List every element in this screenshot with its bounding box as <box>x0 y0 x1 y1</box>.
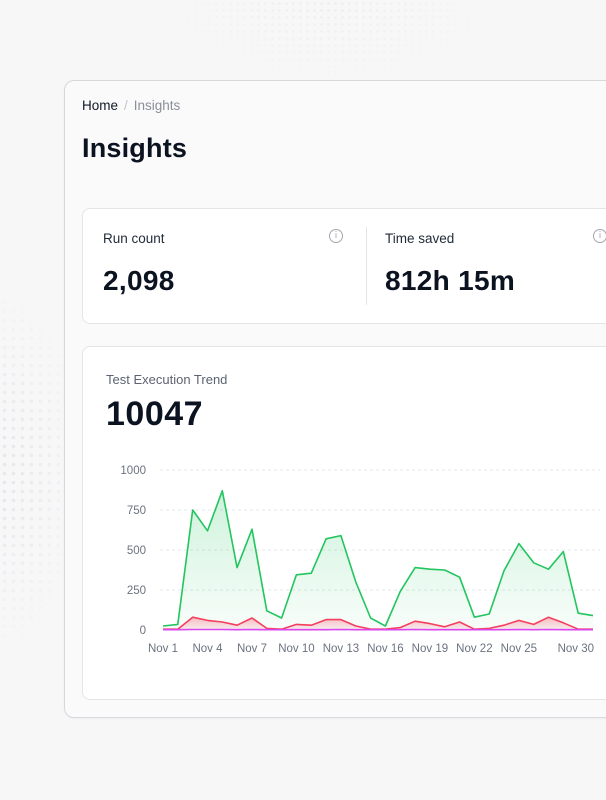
y-tick-label: 1000 <box>120 465 146 477</box>
info-circle-icon[interactable]: i <box>593 229 606 243</box>
y-tick-label: 500 <box>127 545 146 557</box>
x-tick-label: Nov 19 <box>412 643 448 655</box>
breadcrumb-separator: / <box>124 98 128 113</box>
time-saved-value: 812h 15m <box>385 265 516 296</box>
run-count-stat: Run count i 2,098 <box>103 209 353 323</box>
run-count-value: 2,098 <box>103 265 175 296</box>
run-count-label: Run count <box>103 231 165 246</box>
page-title: Insights <box>82 133 188 163</box>
trend-title: Test Execution Trend <box>106 372 228 387</box>
time-saved-stat: Time saved i 812h 15m <box>385 209 606 323</box>
x-tick-label: Nov 10 <box>278 643 314 655</box>
trend-total: 10047 <box>106 395 204 433</box>
y-tick-label: 0 <box>140 625 146 637</box>
breadcrumb-home-link[interactable]: Home <box>82 98 119 113</box>
x-tick-label: Nov 22 <box>456 643 492 655</box>
stat-divider <box>366 227 367 305</box>
background-dots-top <box>150 0 510 90</box>
time-saved-label: Time saved <box>385 231 455 246</box>
x-tick-label: Nov 1 <box>148 643 178 655</box>
y-tick-label: 250 <box>127 585 146 597</box>
x-tick-label: Nov 4 <box>192 643 223 655</box>
series-passed-line <box>162 490 594 627</box>
breadcrumb: Home / Insights <box>82 98 180 114</box>
x-tick-label: Nov 25 <box>501 643 537 655</box>
x-tick-label: Nov 7 <box>237 643 267 655</box>
test-execution-trend-card <box>82 346 606 700</box>
x-tick-label: Nov 30 <box>558 643 594 655</box>
breadcrumb-current: Insights <box>133 98 181 113</box>
stats-card: Run count i 2,098 Time saved i 812h 15m <box>82 208 606 324</box>
series-passed-area <box>163 490 593 630</box>
x-tick-label: Nov 16 <box>367 643 403 655</box>
y-tick-label: 750 <box>127 505 146 517</box>
x-tick-label: Nov 13 <box>323 643 359 655</box>
info-circle-icon[interactable]: i <box>329 229 343 243</box>
